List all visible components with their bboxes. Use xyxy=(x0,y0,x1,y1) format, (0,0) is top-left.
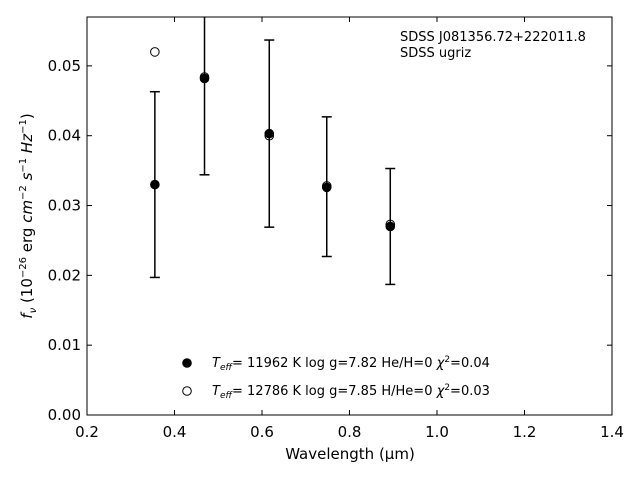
legend: Teff= 11962 K log g=7.82 He/H=0 χ2=0.04 … xyxy=(182,355,490,401)
y-tick-label: 0.00 xyxy=(48,406,81,424)
model-point-open xyxy=(385,219,396,230)
model-point-filled xyxy=(264,128,275,139)
model-point-open xyxy=(199,72,210,82)
annotation-survey: SDSS ugriz xyxy=(400,46,471,61)
x-tick-label: 1.2 xyxy=(513,423,537,441)
model-point-filled xyxy=(150,179,160,190)
y-tick-label: 0.04 xyxy=(48,127,81,145)
error-bars xyxy=(149,17,396,286)
model-point-open xyxy=(264,130,275,141)
x-tick-label: 0.2 xyxy=(75,423,99,441)
legend-entry-2: Teff= 12786 K log g=7.85 H/He=0 χ2=0.03 xyxy=(212,383,490,401)
annotation-object-name: SDSS J081356.72+222011.8 xyxy=(400,30,586,45)
x-tick-label: 0.8 xyxy=(338,423,362,441)
x-axis-label: Wavelength (μm) xyxy=(285,445,415,463)
x-tick-labels: 0.2 0.4 0.6 0.8 1.0 1.2 1.4 xyxy=(75,423,624,441)
x-tick-label: 1.4 xyxy=(600,423,624,441)
y-axis-label: fν (10−26 erg cm−2 s−1 Hz−1) xyxy=(18,113,39,318)
y-tick-label: 0.05 xyxy=(48,57,81,75)
legend-marker-filled xyxy=(182,358,192,368)
plot-frame xyxy=(86,16,613,416)
y-tick-label: 0.03 xyxy=(48,197,81,215)
model-point-filled xyxy=(385,221,396,232)
star-annotation: SDSS J081356.72+222011.8 SDSS ugriz xyxy=(400,30,586,61)
legend-entry-1: Teff= 11962 K log g=7.82 He/H=0 χ2=0.04 xyxy=(212,355,490,373)
legend-marker-open xyxy=(182,386,192,396)
x-tick-label: 0.4 xyxy=(163,423,187,441)
x-tick-label: 0.6 xyxy=(250,423,274,441)
model-point-open xyxy=(150,47,160,57)
x-tick-label: 1.0 xyxy=(425,423,449,441)
y-tick-labels: 0.00 0.01 0.02 0.03 0.04 0.05 xyxy=(48,57,81,424)
y-tick-label: 0.01 xyxy=(48,336,81,354)
y-tick-label: 0.02 xyxy=(48,266,81,284)
model-point-open xyxy=(321,181,332,191)
data-points xyxy=(150,47,396,232)
